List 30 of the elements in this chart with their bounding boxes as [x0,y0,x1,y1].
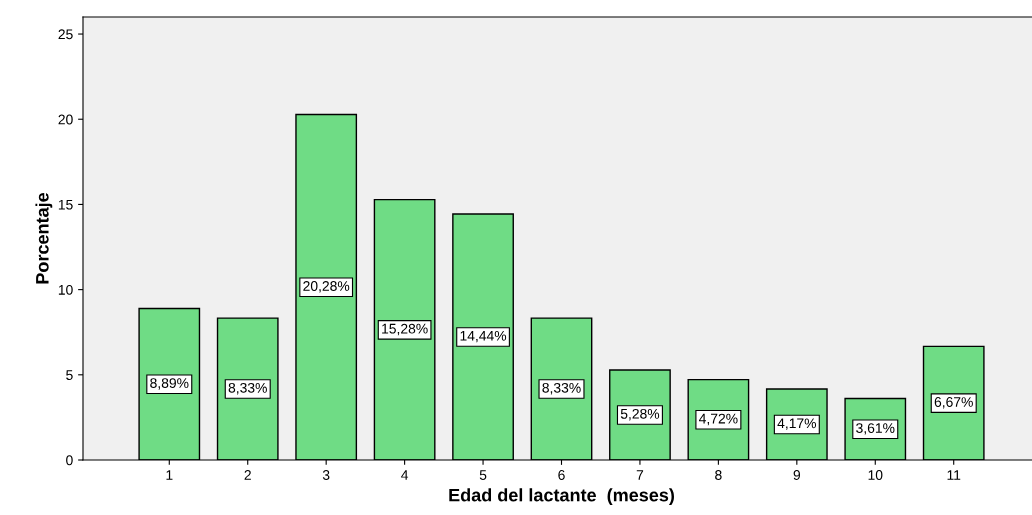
y-tick-label: 5 [66,370,73,380]
data-label: 8,33% [542,382,581,395]
y-tick-label: 0 [66,455,73,466]
data-label: 8,33% [228,382,267,395]
data-label: 3,61% [856,423,895,435]
y-tick-label: 15 [58,199,73,210]
x-tick-label: 8 [715,470,722,480]
x-tick-label: 10 [868,470,883,480]
x-tick-label: 9 [793,470,801,480]
x-tick-label: 3 [322,470,330,480]
data-label: 14,44% [460,330,507,343]
x-tick-label: 2 [244,470,251,480]
x-tick-label: 5 [479,470,487,480]
x-axis-title: Edad del lactante (meses) [449,488,674,506]
y-tick-label: 20 [58,114,73,125]
y-tick-label: 25 [58,29,73,40]
y-axis-title: Porcentaje [35,192,53,284]
data-label: 20,28% [303,281,350,293]
data-label: 4,17% [777,418,817,430]
x-tick-label: 6 [558,470,565,480]
y-tick-label: 10 [58,284,73,295]
x-tick-label: 4 [401,470,409,480]
data-label: 15,28% [382,323,428,336]
x-tick-label: 11 [947,470,961,480]
data-label: 6,67% [934,397,973,409]
data-label: 5,28% [620,408,660,421]
x-tick-label: 7 [636,470,644,480]
x-tick-label: 1 [166,470,173,480]
data-label: 8,89% [150,378,189,390]
data-label: 4,72% [699,413,738,426]
